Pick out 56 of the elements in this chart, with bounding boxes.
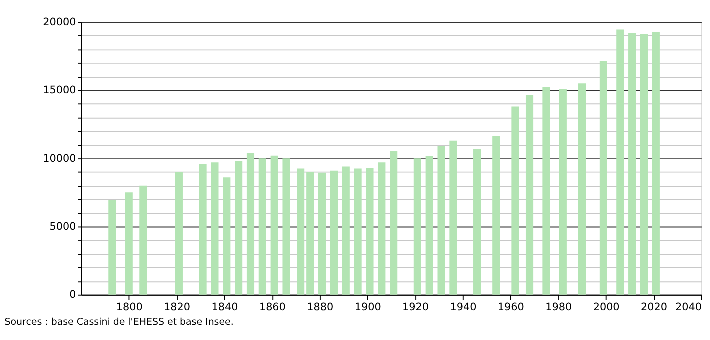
bar — [223, 178, 231, 295]
x-tick-label: 1960 — [498, 302, 524, 314]
bar — [600, 61, 608, 295]
bar — [342, 166, 350, 295]
x-tick-label: 1900 — [354, 302, 382, 314]
bar — [235, 161, 243, 295]
x-tick-label: 1880 — [307, 302, 334, 314]
bar — [366, 168, 374, 295]
x-tick-label: 1940 — [450, 302, 477, 314]
bar — [108, 200, 116, 295]
bar — [438, 146, 446, 295]
x-tick-label: 1980 — [546, 302, 572, 314]
bar — [330, 170, 338, 295]
x-tick-label: 1820 — [164, 302, 191, 314]
y-tick-label: 5000 — [50, 221, 76, 234]
bar — [318, 172, 326, 295]
bar — [306, 172, 314, 295]
bar — [616, 30, 624, 295]
bar — [140, 186, 148, 295]
bar — [175, 172, 183, 295]
bar — [628, 33, 636, 295]
bar — [414, 158, 422, 295]
bar — [512, 106, 520, 295]
x-tick-label: 2040 — [675, 302, 702, 314]
bar — [492, 136, 500, 295]
y-tick-label: 10000 — [43, 152, 76, 165]
bar — [640, 34, 648, 295]
x-tick-label: 2020 — [641, 302, 668, 314]
bar — [542, 87, 550, 295]
bar — [246, 153, 255, 295]
x-tick-label: 1860 — [259, 302, 286, 314]
bar — [474, 149, 482, 295]
bar — [426, 156, 434, 295]
bar — [526, 95, 534, 295]
bar — [378, 162, 386, 295]
bar — [258, 158, 266, 295]
bar — [354, 168, 362, 295]
y-tick-label: 0 — [70, 289, 76, 302]
bar — [199, 164, 207, 295]
y-tick-label: 15000 — [43, 84, 76, 97]
x-tick-label: 1800 — [116, 302, 143, 314]
source-note: Sources : base Cassini de l'EHESS et base Insee. — [4, 317, 234, 328]
bar — [125, 192, 133, 295]
bar — [270, 156, 278, 295]
x-tick-label: 1920 — [402, 302, 430, 314]
bar — [652, 32, 660, 295]
bar — [390, 151, 398, 295]
x-tick-label: 2000 — [593, 302, 620, 314]
bar — [282, 158, 290, 295]
bar — [578, 84, 586, 295]
x-tick-label: 1840 — [212, 302, 238, 314]
y-tick-label: 20000 — [43, 16, 76, 29]
bar — [297, 168, 305, 295]
bar — [559, 89, 567, 295]
bar — [450, 140, 458, 295]
bar — [211, 162, 219, 295]
